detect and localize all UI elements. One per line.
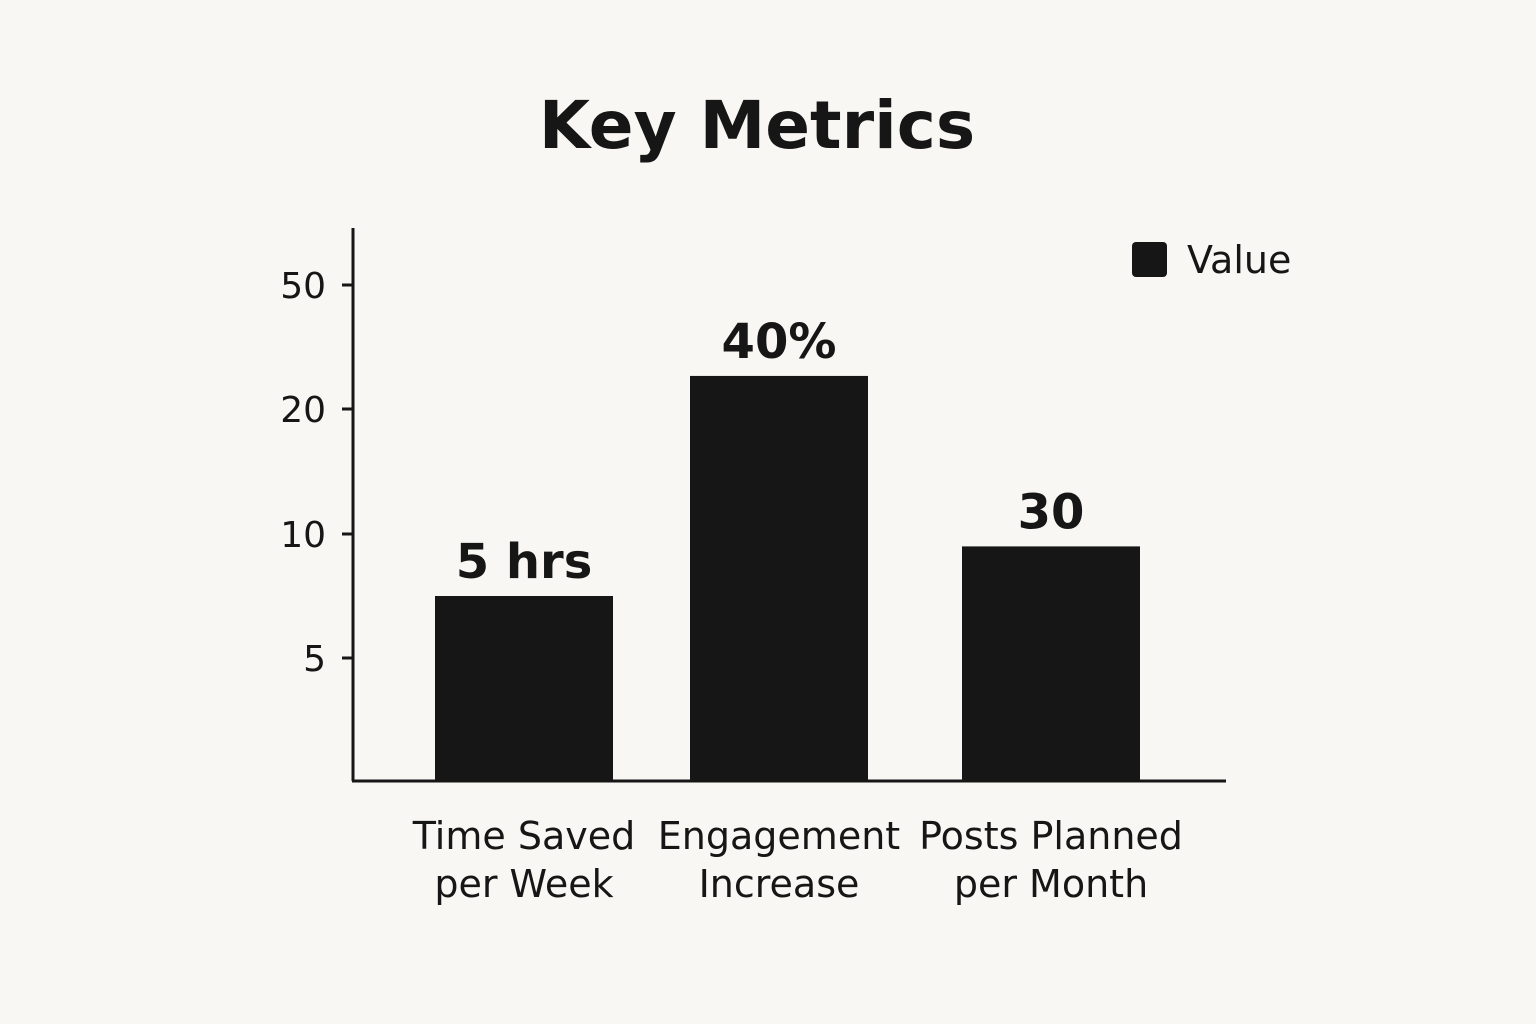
value-labels: 5 hrs 40% 30: [456, 314, 1085, 590]
x-category-label: Engagement Increase: [658, 814, 900, 906]
bars: [435, 375, 1140, 781]
x-category-label-line: per Week: [434, 862, 613, 906]
bar-value-label: 30: [1018, 484, 1085, 540]
y-tick-label: 50: [280, 266, 326, 307]
x-category-label-line: Posts Planned: [919, 814, 1183, 858]
y-tick-label: 20: [280, 390, 326, 431]
y-ticks: 5 10 20 50: [280, 266, 353, 680]
bar: [962, 546, 1140, 781]
x-category-label-line: Increase: [699, 862, 860, 906]
x-category-label-line: Time Saved: [412, 814, 635, 858]
bar: [435, 596, 613, 781]
legend-swatch: [1132, 242, 1167, 277]
bar-value-label: 40%: [722, 314, 837, 370]
x-category-label: Posts Planned per Month: [919, 814, 1183, 906]
y-tick-label: 5: [303, 639, 326, 680]
y-tick-label: 10: [280, 515, 326, 556]
x-category-label: Time Saved per Week: [412, 814, 635, 906]
bar: [690, 375, 868, 781]
legend: Value: [1132, 238, 1291, 282]
legend-label: Value: [1187, 238, 1291, 282]
x-category-label-line: Engagement: [658, 814, 900, 858]
x-category-label-line: per Month: [954, 862, 1148, 906]
chart-title: Key Metrics: [539, 87, 975, 164]
bar-value-label: 5 hrs: [456, 534, 593, 590]
